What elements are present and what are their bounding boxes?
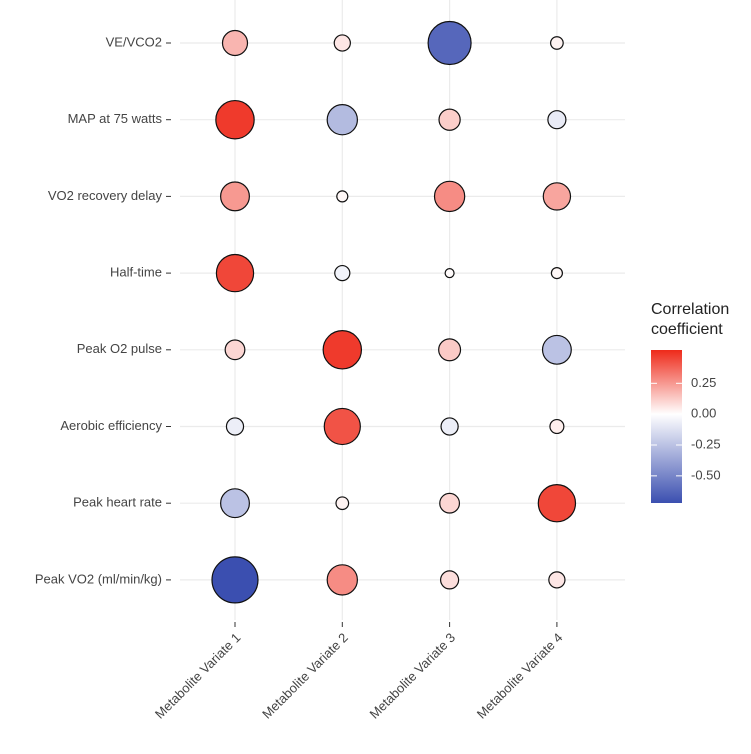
y-tick-label: Aerobic efficiency bbox=[60, 418, 162, 433]
bubble bbox=[547, 110, 567, 130]
x-tick-label: Metabolite Variate 4 bbox=[474, 630, 566, 722]
bubble bbox=[550, 267, 564, 280]
x-tick-label: Metabolite Variate 1 bbox=[152, 630, 244, 722]
bubble bbox=[438, 338, 462, 362]
legend-tick-label: -0.50 bbox=[691, 467, 721, 482]
bubble bbox=[220, 488, 250, 519]
bubble bbox=[333, 34, 351, 52]
bubble bbox=[440, 570, 460, 590]
bubble bbox=[334, 264, 351, 282]
bubble bbox=[225, 417, 245, 436]
bubble bbox=[537, 483, 577, 523]
legend-tick-label: -0.25 bbox=[691, 436, 721, 451]
x-tick-label: Metabolite Variate 3 bbox=[366, 630, 458, 722]
legend-tick-label: 0.00 bbox=[691, 406, 716, 421]
y-tick-label: VO2 recovery delay bbox=[48, 188, 163, 203]
legend-tick-label: 0.25 bbox=[691, 375, 716, 390]
bubble bbox=[549, 418, 565, 435]
y-tick-label: VE/VCO2 bbox=[106, 34, 162, 49]
y-tick-label: MAP at 75 watts bbox=[68, 111, 163, 126]
bubble bbox=[326, 104, 358, 136]
bubble bbox=[444, 268, 455, 279]
y-tick-label: Peak VO2 (ml/min/kg) bbox=[35, 571, 162, 586]
bubble bbox=[211, 556, 259, 604]
bubble bbox=[335, 496, 350, 511]
bubble bbox=[323, 407, 361, 446]
bubble bbox=[336, 190, 349, 203]
bubble bbox=[224, 339, 246, 361]
y-tick-label: Half-time bbox=[110, 265, 162, 280]
bubble bbox=[322, 330, 363, 370]
bubble bbox=[440, 417, 459, 436]
bubble bbox=[548, 571, 566, 589]
bubble bbox=[326, 564, 358, 596]
legend-title: Correlation coefficient bbox=[651, 301, 730, 338]
bubble bbox=[542, 182, 572, 211]
bubble bbox=[541, 334, 572, 365]
bubble bbox=[221, 29, 249, 57]
color-bar bbox=[651, 350, 682, 503]
bubble bbox=[427, 20, 472, 66]
bubble bbox=[215, 99, 255, 140]
bubble bbox=[215, 253, 255, 293]
x-tick-label: Metabolite Variate 2 bbox=[259, 630, 351, 722]
bubble bbox=[439, 492, 461, 514]
y-tick-label: Peak O2 pulse bbox=[77, 341, 162, 356]
bubble bbox=[433, 180, 466, 213]
bubble bbox=[438, 108, 461, 131]
y-tick-label: Peak heart rate bbox=[73, 495, 162, 510]
bubble bbox=[550, 36, 564, 50]
bubble bbox=[220, 181, 250, 212]
